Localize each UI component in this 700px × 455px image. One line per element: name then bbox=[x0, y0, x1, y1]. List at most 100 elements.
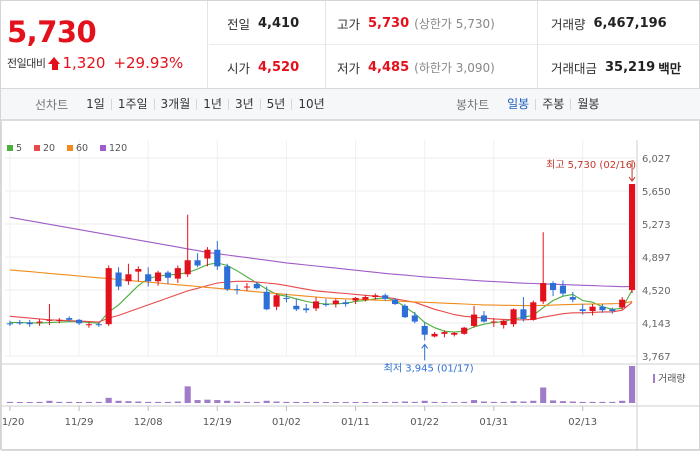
volume-legend-mark bbox=[653, 374, 655, 383]
x-tick-label: 12/08 bbox=[134, 417, 163, 428]
stat-value: 35,219 bbox=[605, 60, 655, 75]
candle-body bbox=[580, 309, 586, 311]
y-tick-label: 3,767 bbox=[642, 352, 671, 363]
x-tick-label: 01/11 bbox=[341, 417, 370, 428]
stats-row-2: 시가 4,520 저가 4,485 (하한가 3,090) 거래대금 35,21… bbox=[209, 45, 700, 89]
stat-volume: 거래량 6,467,196 bbox=[538, 1, 700, 45]
volume-bar bbox=[185, 386, 191, 403]
candle-body bbox=[520, 309, 526, 319]
candle-body bbox=[27, 322, 33, 324]
period-1d-button[interactable]: 1일 bbox=[80, 99, 111, 110]
period-1y-button[interactable]: 1년 bbox=[196, 99, 228, 110]
volume-bar bbox=[540, 387, 546, 403]
change-row: 전일대비 1,320 +29.93% bbox=[7, 54, 183, 72]
change-amount: 1,320 bbox=[62, 54, 105, 72]
candle-body bbox=[17, 322, 23, 323]
candle-body bbox=[224, 266, 230, 289]
ma-legend-label: 120 bbox=[109, 143, 127, 154]
candle-body bbox=[185, 260, 191, 274]
stat-label: 저가 bbox=[337, 58, 360, 77]
candle-body bbox=[599, 307, 605, 311]
volume-bar bbox=[461, 402, 467, 403]
period-3y-button[interactable]: 3년 bbox=[228, 99, 260, 110]
stat-label: 고가 bbox=[337, 14, 360, 33]
monthly-candle-button[interactable]: 월봉 bbox=[570, 99, 605, 110]
volume-bar bbox=[224, 401, 230, 403]
candle-body bbox=[165, 273, 171, 278]
ma-legend-swatch bbox=[34, 145, 40, 151]
x-tick-label: 11/20 bbox=[1, 417, 24, 428]
volume-bar bbox=[303, 402, 309, 403]
period-5y-button[interactable]: 5년 bbox=[260, 99, 292, 110]
candle-body bbox=[214, 250, 220, 267]
volume-bar bbox=[323, 402, 329, 403]
quote-header: 5,730 전일대비 1,320 +29.93% 전일 4,410 고가 5,7… bbox=[1, 1, 700, 89]
candle-body bbox=[530, 302, 536, 320]
y-tick-label: 5,273 bbox=[642, 220, 671, 231]
x-tick-label: 11/29 bbox=[65, 417, 94, 428]
stat-prev-close: 전일 4,410 bbox=[209, 1, 326, 45]
volume-bar bbox=[599, 402, 605, 403]
candle-body bbox=[619, 300, 625, 308]
ma-legend-swatch bbox=[100, 145, 106, 151]
weekly-candle-button[interactable]: 주봉 bbox=[535, 99, 570, 110]
volume-bar bbox=[520, 402, 526, 403]
candle-body bbox=[590, 307, 596, 311]
candle-body bbox=[37, 322, 43, 323]
candle-body bbox=[175, 268, 181, 279]
candle-body bbox=[283, 298, 289, 299]
candle-body bbox=[461, 328, 467, 334]
volume-bar bbox=[451, 402, 457, 403]
period-3m-button[interactable]: 3개월 bbox=[154, 99, 197, 110]
candle-body bbox=[432, 334, 438, 337]
candle-body bbox=[402, 306, 408, 317]
change-label: 전일대비 bbox=[7, 55, 45, 71]
volume-bar bbox=[175, 402, 181, 403]
stat-value: 6,467,196 bbox=[594, 16, 667, 31]
x-tick-label: 01/02 bbox=[272, 417, 301, 428]
volume-bar bbox=[66, 402, 72, 403]
candle-body bbox=[550, 283, 556, 290]
volume-bar bbox=[283, 402, 289, 403]
volume-bars: 거래량 bbox=[7, 366, 686, 403]
stat-high: 고가 5,730 (상한가 5,730) bbox=[326, 1, 538, 45]
current-price: 5,730 bbox=[7, 15, 96, 49]
volume-bar bbox=[343, 402, 349, 403]
candle-body bbox=[471, 315, 477, 326]
volume-bar bbox=[471, 400, 477, 403]
period-10y-button[interactable]: 10년 bbox=[291, 99, 330, 110]
volume-bar bbox=[550, 400, 556, 403]
candle-body bbox=[264, 292, 270, 310]
volume-bar bbox=[333, 402, 339, 403]
stat-amount: 거래대금 35,219 백만 bbox=[538, 45, 700, 89]
volume-bar bbox=[7, 402, 13, 403]
chart-toolbar: 선차트 1일 1주일 3개월 1년 3년 5년 10년 봉차트 일봉 주봉 월봉 bbox=[1, 89, 700, 120]
daily-candle-button[interactable]: 일봉 bbox=[501, 99, 535, 110]
candle-body bbox=[323, 304, 329, 305]
candle-body bbox=[382, 295, 388, 299]
candle-body bbox=[274, 295, 280, 306]
volume-bar bbox=[313, 402, 319, 403]
candle-body bbox=[422, 326, 428, 335]
volume-bar bbox=[195, 400, 201, 403]
candle-body bbox=[145, 274, 151, 281]
candle-body bbox=[313, 301, 319, 308]
volume-bar bbox=[362, 402, 368, 403]
volume-bar bbox=[422, 401, 428, 403]
candle-body bbox=[362, 297, 368, 300]
moving-average-lines bbox=[10, 217, 632, 332]
volume-bar bbox=[96, 402, 102, 403]
candle-body bbox=[155, 273, 161, 282]
stat-value: 5,730 bbox=[368, 16, 409, 31]
volume-bar bbox=[570, 402, 576, 403]
volume-bar bbox=[37, 402, 43, 403]
candle-body bbox=[56, 320, 62, 321]
volume-bar bbox=[274, 402, 280, 403]
line-chart-group: 선차트 1일 1주일 3개월 1년 3년 5년 10년 bbox=[35, 89, 331, 120]
candle-body bbox=[609, 309, 615, 311]
candle-body bbox=[333, 301, 339, 305]
upper-limit: (상한가 5,730) bbox=[414, 15, 495, 32]
y-tick-label: 4,897 bbox=[642, 253, 671, 264]
period-1w-button[interactable]: 1주일 bbox=[111, 99, 154, 110]
